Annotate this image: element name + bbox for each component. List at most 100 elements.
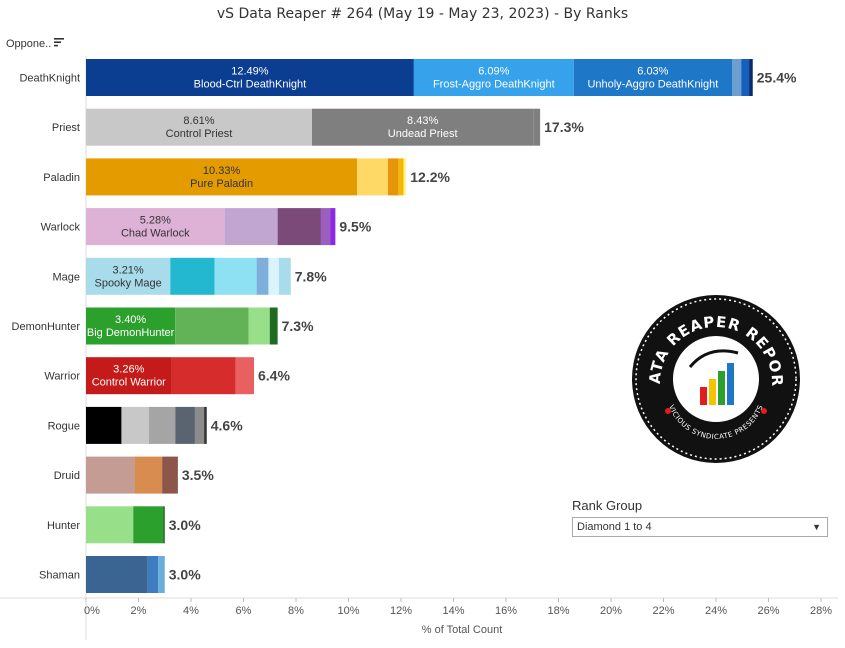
bar-segment-paladin-3 xyxy=(398,158,404,196)
bar-segment-rogue-3 xyxy=(175,406,195,444)
sort-icon[interactable] xyxy=(53,36,65,48)
row-total-label: 3.5% xyxy=(182,467,214,483)
x-tick-label: 0% xyxy=(84,605,100,617)
row-total-label: 17.3% xyxy=(544,119,584,135)
bar-segment-warlock-0 xyxy=(86,208,225,246)
bar-segment-rogue-5 xyxy=(204,406,207,444)
segment-archetype-label: Control Priest xyxy=(166,128,233,140)
x-tick-label: 2% xyxy=(131,605,147,617)
segment-archetype-label: Pure Paladin xyxy=(190,178,253,190)
segment-archetype-label: Blood-Ctrl DeathKnight xyxy=(194,79,307,91)
bar-segment-priest-2 xyxy=(533,108,541,146)
x-tick-label: 28% xyxy=(810,605,832,617)
bar-segment-deathknight-0 xyxy=(86,59,414,96)
bar-segment-rogue-2 xyxy=(149,406,176,444)
row-label-hunter: Hunter xyxy=(47,520,80,532)
bar-segment-mage-0 xyxy=(86,257,171,295)
opponent-column-header[interactable]: Oppone.. xyxy=(6,38,52,50)
bar-segment-paladin-2 xyxy=(387,158,399,196)
bar-segment-mage-1 xyxy=(170,257,215,295)
x-tick-label: 14% xyxy=(442,605,464,617)
bar-segment-warrior-1 xyxy=(171,357,236,395)
bar-segment-deathknight-1 xyxy=(413,59,574,96)
bar-segment-hunter-0 xyxy=(86,506,134,544)
row-label-mage: Mage xyxy=(52,271,80,283)
bar-segment-paladin-0 xyxy=(86,158,358,196)
x-tick-label: 16% xyxy=(495,605,517,617)
x-tick-label: 18% xyxy=(547,605,569,617)
segment-archetype-label: Big DemonHunter xyxy=(87,327,175,339)
x-tick-label: 8% xyxy=(288,605,304,617)
bar-segment-deathknight-4 xyxy=(741,59,750,96)
x-tick-label: 4% xyxy=(183,605,199,617)
row-total-label: 9.5% xyxy=(339,219,371,235)
bar-segment-deathknight-5 xyxy=(749,59,753,96)
bar-segment-paladin-1 xyxy=(357,158,388,196)
bar-segment-mage-5 xyxy=(278,257,291,295)
row-label-druid: Druid xyxy=(54,470,80,482)
segment-value-label: 6.09% xyxy=(478,66,509,78)
bar-segment-mage-3 xyxy=(256,257,269,295)
row-label-deathknight: DeathKnight xyxy=(19,73,80,85)
bar-segment-druid-0 xyxy=(86,456,135,494)
segment-archetype-label: Spooky Mage xyxy=(94,277,161,289)
bar-segment-priest-1 xyxy=(312,108,534,146)
segment-value-label: 8.61% xyxy=(183,115,214,127)
x-tick-label: 26% xyxy=(757,605,779,617)
segment-archetype-label: Undead Priest xyxy=(388,128,458,140)
bar-segment-shaman-0 xyxy=(86,556,148,593)
row-total-label: 12.2% xyxy=(410,169,450,185)
segment-archetype-label: Control Warrior xyxy=(92,377,166,389)
row-total-label: 4.6% xyxy=(211,417,243,433)
bar-segment-hunter-2 xyxy=(163,506,165,544)
row-label-warrior: Warrior xyxy=(44,371,80,383)
row-label-paladin: Paladin xyxy=(43,172,80,184)
bar-segment-warlock-4 xyxy=(330,208,336,246)
bar-segment-mage-4 xyxy=(268,257,279,295)
bar-segment-shaman-2 xyxy=(158,556,165,593)
data-reaper-logo: DATA REAPER REPORT VICIOUS SYNDICATE PRE… xyxy=(630,293,800,463)
bar-segment-deathknight-2 xyxy=(573,59,733,96)
segment-archetype-label: Unholy-Aggro DeathKnight xyxy=(587,79,718,91)
row-total-label: 25.4% xyxy=(757,70,797,86)
row-label-demonhunter: DemonHunter xyxy=(12,321,81,333)
x-axis-label: % of Total Count xyxy=(422,624,503,636)
bar-segment-warlock-3 xyxy=(320,208,331,246)
x-tick-label: 22% xyxy=(652,605,674,617)
row-total-label: 7.3% xyxy=(282,318,314,334)
segment-value-label: 8.43% xyxy=(407,115,438,127)
x-tick-label: 12% xyxy=(390,605,412,617)
x-tick-label: 24% xyxy=(705,605,727,617)
rank-group-filter: Rank Group Diamond 1 to 4 ▼ xyxy=(572,498,828,537)
bar-segment-rogue-0 xyxy=(86,406,122,444)
row-total-label: 3.0% xyxy=(169,517,201,533)
row-total-label: 6.4% xyxy=(258,368,290,384)
x-tick-label: 6% xyxy=(236,605,252,617)
bar-segment-paladin-4 xyxy=(403,158,407,196)
bar-segment-warrior-0 xyxy=(86,357,172,395)
segment-value-label: 3.26% xyxy=(113,364,144,376)
chart-title: vS Data Reaper # 264 (May 19 - May 23, 2… xyxy=(216,6,629,22)
row-label-warlock: Warlock xyxy=(41,222,81,234)
bar-segment-priest-0 xyxy=(86,108,313,146)
x-tick-label: 10% xyxy=(337,605,359,617)
bar-segment-druid-1 xyxy=(134,456,163,494)
row-total-label: 7.8% xyxy=(295,268,327,284)
row-label-rogue: Rogue xyxy=(48,420,80,432)
row-label-priest: Priest xyxy=(52,122,80,134)
bar-segment-demonhunter-0 xyxy=(86,307,176,345)
rank-group-dropdown[interactable]: Diamond 1 to 4 ▼ xyxy=(572,517,828,537)
chevron-down-icon[interactable]: ▼ xyxy=(812,522,821,532)
bar-segment-demonhunter-1 xyxy=(175,307,249,345)
bar-segment-deathknight-3 xyxy=(732,59,742,96)
bar-segment-demonhunter-3 xyxy=(269,307,278,345)
bar-segment-hunter-1 xyxy=(133,506,164,544)
segment-value-label: 6.03% xyxy=(637,66,668,78)
segment-value-label: 3.40% xyxy=(115,314,146,326)
segment-value-label: 12.49% xyxy=(231,66,269,78)
bar-segment-warlock-1 xyxy=(224,208,278,246)
bar-segment-warrior-2 xyxy=(235,357,254,395)
row-label-shaman: Shaman xyxy=(39,570,80,582)
rank-group-title: Rank Group xyxy=(572,498,643,513)
